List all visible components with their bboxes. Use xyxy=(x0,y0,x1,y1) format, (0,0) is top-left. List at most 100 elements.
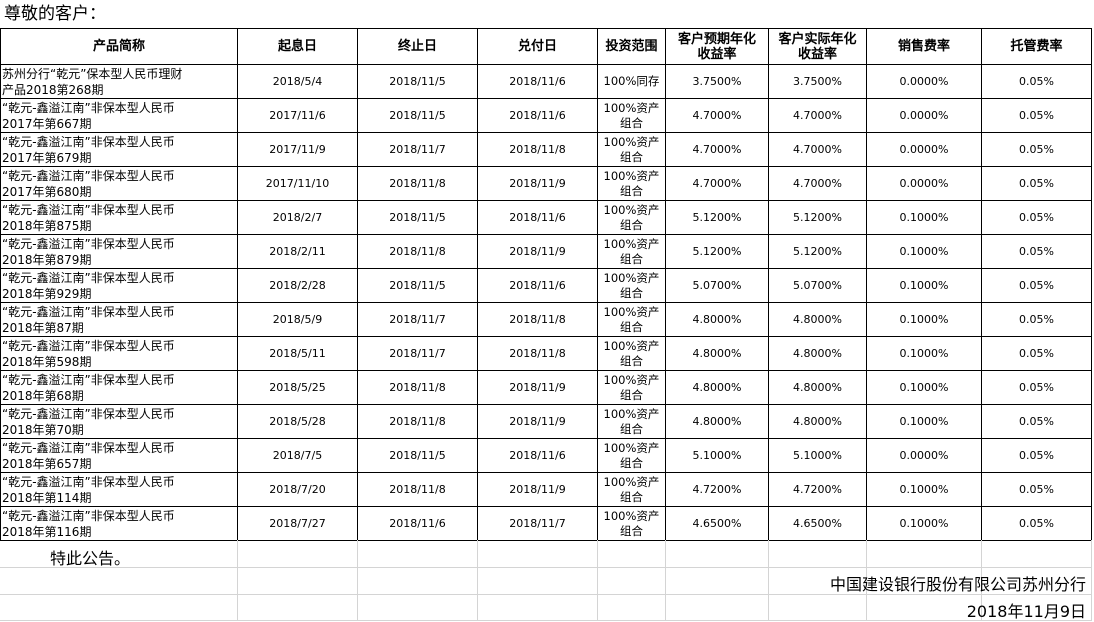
end-date-cell: 2018/11/8 xyxy=(357,472,478,507)
actual-yield-cell: 4.8000% xyxy=(768,302,867,337)
actual-yield-cell: 4.8000% xyxy=(768,336,867,371)
investment-scope-line: 组合 xyxy=(620,217,643,232)
product-name-line: 2018年第875期 xyxy=(2,218,92,233)
investment-scope-cell: 100%资产 组合 xyxy=(597,200,666,235)
investment-scope-line: 100%资产 xyxy=(603,236,660,251)
end-date-cell: 2018/11/7 xyxy=(357,302,478,337)
investment-scope-line: 组合 xyxy=(620,251,643,266)
custody-fee-cell: 0.05% xyxy=(981,336,1092,371)
investment-scope-cell: 100%资产 组合 xyxy=(597,438,666,473)
sales-fee-cell: 0.0000% xyxy=(866,64,982,99)
product-name-line: 2018年第879期 xyxy=(2,252,92,267)
custody-fee-cell: 0.05% xyxy=(981,98,1092,133)
product-name-line: “乾元-鑫溢江南”非保本型人民币 xyxy=(2,440,175,455)
product-name-line: “乾元-鑫溢江南”非保本型人民币 xyxy=(2,474,175,489)
expected-yield-cell: 4.7000% xyxy=(665,132,769,167)
header-row: 产品简称 起息日 终止日 兑付日 投资范围 客户预期年化 收益率 客户实际年化 收益… xyxy=(0,28,1092,65)
custody-fee-cell: 0.05% xyxy=(981,166,1092,201)
pay-date-cell: 2018/11/9 xyxy=(477,234,598,269)
product-name-line: “乾元-鑫溢江南”非保本型人民币 xyxy=(2,100,175,115)
header-end-date: 终止日 xyxy=(357,28,478,65)
header-name: 产品简称 xyxy=(0,28,238,65)
actual-yield-cell: 4.6500% xyxy=(768,506,867,541)
start-date-cell: 2018/5/28 xyxy=(237,404,358,439)
gridline xyxy=(1091,540,1092,621)
investment-scope-line: 组合 xyxy=(620,455,643,470)
notice-text: 特此公告。 xyxy=(50,549,131,568)
gridline xyxy=(981,540,982,621)
gridline xyxy=(357,540,358,621)
table-row: “乾元-鑫溢江南”非保本型人民币 2018年第929期 2018/2/28 2018/… xyxy=(0,268,1092,303)
product-name-cell: “乾元-鑫溢江南”非保本型人民币 2018年第114期 xyxy=(0,472,238,507)
investment-scope-line: 100%资产 xyxy=(603,474,660,489)
expected-yield-cell: 4.6500% xyxy=(665,506,769,541)
table-row: “乾元-鑫溢江南”非保本型人民币 2018年第116期 2018/7/27 2018/… xyxy=(0,506,1092,541)
sales-fee-cell: 0.0000% xyxy=(866,438,982,473)
table-row: “乾元-鑫溢江南”非保本型人民币 2018年第657期 2018/7/5 2018/1… xyxy=(0,438,1092,473)
product-name-line: “乾元-鑫溢江南”非保本型人民币 xyxy=(2,304,175,319)
bank-name: 中国建设银行股份有限公司苏州分行 xyxy=(829,575,1086,594)
sales-fee-cell: 0.1000% xyxy=(866,234,982,269)
header-line: 收益率 xyxy=(697,46,737,62)
investment-scope-line: 100%资产 xyxy=(603,270,660,285)
end-date-cell: 2018/11/5 xyxy=(357,98,478,133)
custody-fee-cell: 0.05% xyxy=(981,234,1092,269)
footer-row xyxy=(0,594,1091,621)
product-name-cell: “乾元-鑫溢江南”非保本型人民币 2018年第68期 xyxy=(0,370,238,405)
start-date-cell: 2017/11/6 xyxy=(237,98,358,133)
sales-fee-cell: 0.1000% xyxy=(866,302,982,337)
expected-yield-cell: 4.8000% xyxy=(665,404,769,439)
investment-scope-line: 组合 xyxy=(620,183,643,198)
expected-yield-cell: 5.1200% xyxy=(665,200,769,235)
sales-fee-cell: 0.1000% xyxy=(866,404,982,439)
investment-scope-line: 组合 xyxy=(620,523,643,538)
product-table: 产品简称 起息日 终止日 兑付日 投资范围 客户预期年化 收益率 客户实际年化 收益… xyxy=(0,28,1092,541)
sales-fee-cell: 0.0000% xyxy=(866,132,982,167)
end-date-cell: 2018/11/5 xyxy=(357,268,478,303)
investment-scope-cell: 100%资产 组合 xyxy=(597,302,666,337)
gridline xyxy=(477,540,478,621)
start-date-cell: 2018/7/5 xyxy=(237,438,358,473)
investment-scope-line: 100%资产 xyxy=(603,100,660,115)
investment-scope-cell: 100%资产 组合 xyxy=(597,404,666,439)
product-name-line: “乾元-鑫溢江南”非保本型人民币 xyxy=(2,236,175,251)
expected-yield-cell: 4.7200% xyxy=(665,472,769,507)
investment-scope-line: 100%资产 xyxy=(603,440,660,455)
expected-yield-cell: 5.1200% xyxy=(665,234,769,269)
gridline xyxy=(665,540,666,621)
expected-yield-cell: 5.1000% xyxy=(665,438,769,473)
table-row: “乾元-鑫溢江南”非保本型人民币 2017年第667期 2017/11/6 2018/… xyxy=(0,98,1092,133)
pay-date-cell: 2018/11/9 xyxy=(477,370,598,405)
header-sales-fee: 销售费率 xyxy=(866,28,982,65)
custody-fee-cell: 0.05% xyxy=(981,370,1092,405)
product-name-line: “乾元-鑫溢江南”非保本型人民币 xyxy=(2,508,175,523)
table-row: “乾元-鑫溢江南”非保本型人民币 2018年第598期 2018/5/11 2018/… xyxy=(0,336,1092,371)
investment-scope-line: 100%资产 xyxy=(603,372,660,387)
custody-fee-cell: 0.05% xyxy=(981,64,1092,99)
footer-row xyxy=(0,567,1091,595)
header-pay-date: 兑付日 xyxy=(477,28,598,65)
end-date-cell: 2018/11/7 xyxy=(357,336,478,371)
actual-yield-cell: 4.7200% xyxy=(768,472,867,507)
header-line: 收益率 xyxy=(797,46,837,62)
custody-fee-cell: 0.05% xyxy=(981,302,1092,337)
gridline xyxy=(866,540,867,621)
actual-yield-cell: 4.8000% xyxy=(768,404,867,439)
product-name-line: “乾元-鑫溢江南”非保本型人民币 xyxy=(2,270,175,285)
product-name-line: “乾元-鑫溢江南”非保本型人民币 xyxy=(2,202,175,217)
end-date-cell: 2018/11/7 xyxy=(357,132,478,167)
table-row: “乾元-鑫溢江南”非保本型人民币 2018年第70期 2018/5/28 2018/1… xyxy=(0,404,1092,439)
pay-date-cell: 2018/11/9 xyxy=(477,472,598,507)
greeting: 尊敬的客户： xyxy=(4,4,106,24)
end-date-cell: 2018/11/5 xyxy=(357,438,478,473)
product-name-line: “乾元-鑫溢江南”非保本型人民币 xyxy=(2,406,175,421)
product-name-line: 2018年第70期 xyxy=(2,422,84,437)
product-name-line: 2018年第929期 xyxy=(2,286,92,301)
start-date-cell: 2018/5/4 xyxy=(237,64,358,99)
product-name-line: 2018年第87期 xyxy=(2,320,84,335)
investment-scope-cell: 100%资产 组合 xyxy=(597,98,666,133)
start-date-cell: 2018/7/20 xyxy=(237,472,358,507)
actual-yield-cell: 4.7000% xyxy=(768,98,867,133)
investment-scope-cell: 100%资产 组合 xyxy=(597,166,666,201)
investment-scope-line: 100%资产 xyxy=(603,406,660,421)
